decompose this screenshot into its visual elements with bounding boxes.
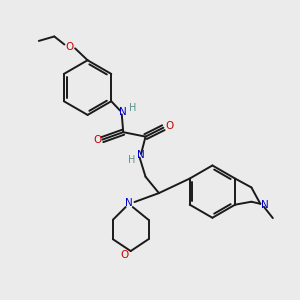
Text: H: H: [128, 155, 135, 165]
Text: N: N: [119, 107, 127, 117]
Text: N: N: [137, 150, 145, 160]
Text: O: O: [166, 121, 174, 131]
Text: O: O: [93, 135, 101, 145]
Text: N: N: [125, 199, 133, 208]
Text: O: O: [66, 42, 74, 52]
Text: N: N: [261, 200, 268, 210]
Text: O: O: [120, 250, 128, 260]
Text: H: H: [129, 103, 137, 113]
